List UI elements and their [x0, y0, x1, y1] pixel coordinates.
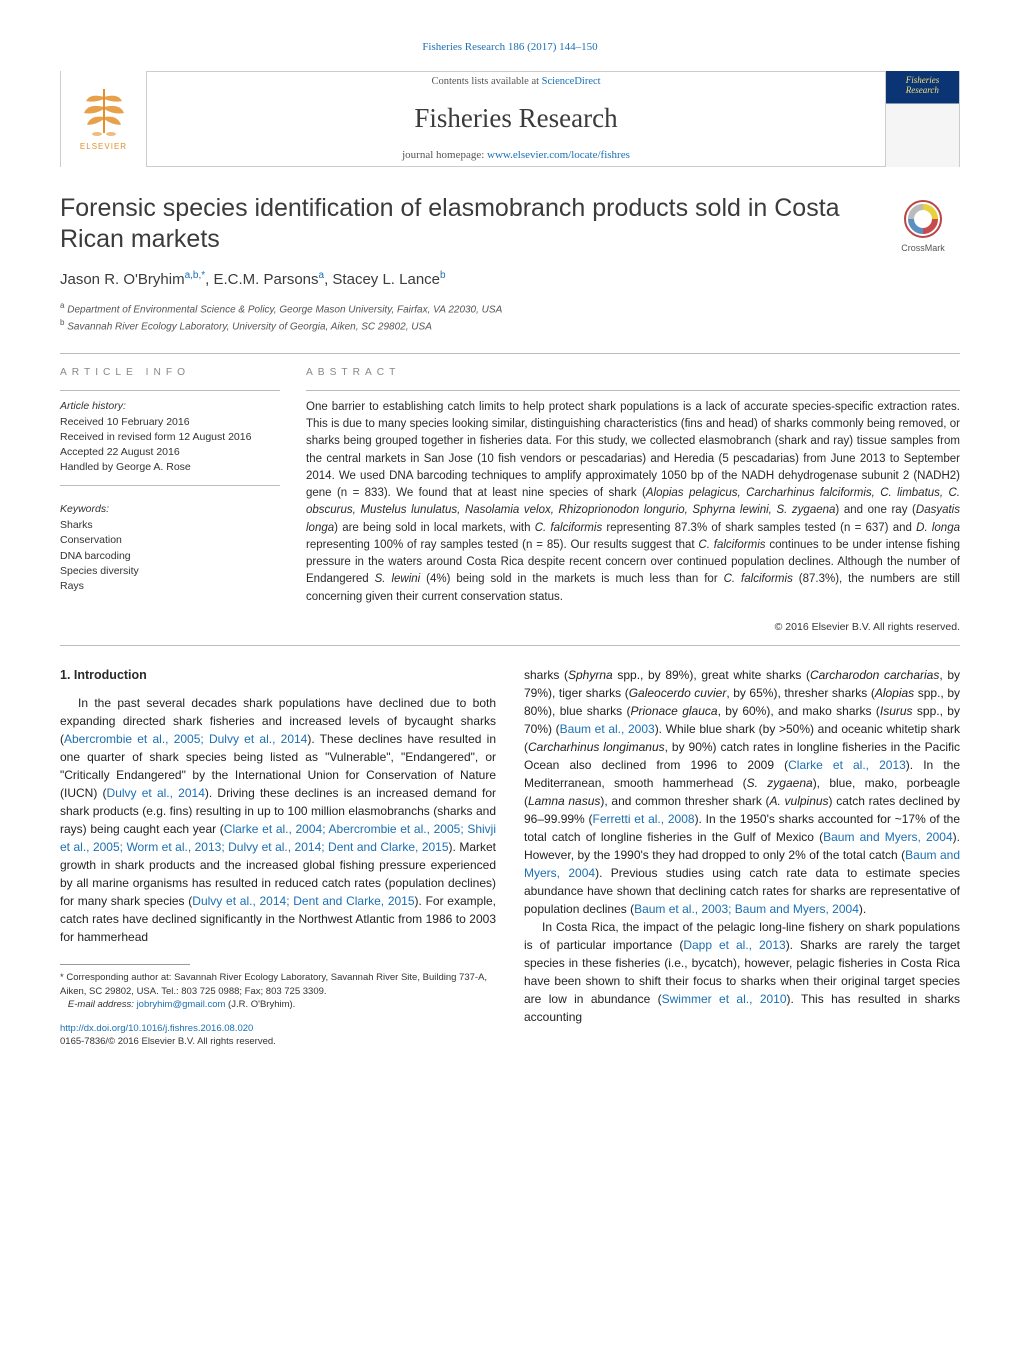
section-1-heading: 1. Introduction	[60, 666, 496, 685]
journal-homepage-line: journal homepage: www.elsevier.com/locat…	[402, 148, 630, 163]
abstract-bottom-rule	[60, 645, 960, 646]
elsevier-tree-icon	[82, 87, 126, 137]
intro-para-1: In the past several decades shark popula…	[60, 694, 496, 946]
keywords-list: Sharks Conservation DNA barcoding Specie…	[60, 518, 280, 594]
citation-link[interactable]: Dapp et al., 2013	[683, 938, 785, 952]
doi-link[interactable]: http://dx.doi.org/10.1016/j.fishres.2016…	[60, 1023, 253, 1034]
abstract-rule	[306, 390, 960, 391]
author-1: Jason R. O'Bryhim	[60, 271, 185, 288]
cover-title: Fisheries Research	[901, 76, 945, 95]
sciencedirect-link[interactable]: ScienceDirect	[542, 76, 601, 87]
journal-name: Fisheries Research	[414, 100, 617, 138]
body-column-right: sharks (Sphyrna spp., by 89%), great whi…	[524, 666, 960, 1049]
info-rule	[60, 390, 280, 391]
keyword: DNA barcoding	[60, 549, 280, 564]
citation-link[interactable]: Baum et al., 2003	[560, 722, 655, 736]
footnote-separator	[60, 964, 190, 965]
journal-cover-thumb: Fisheries Research	[885, 71, 959, 167]
author-2: , E.C.M. Parsons	[205, 271, 318, 288]
banner-center: Contents lists available at ScienceDirec…	[147, 75, 885, 163]
abstract-copyright: © 2016 Elsevier B.V. All rights reserved…	[306, 620, 960, 635]
history-received: Received 10 February 2016	[60, 415, 280, 430]
keyword: Species diversity	[60, 564, 280, 579]
contents-text: Contents lists available at	[431, 76, 541, 87]
article-title: Forensic species identification of elasm…	[60, 193, 872, 254]
citation-link[interactable]: Clarke et al., 2013	[788, 758, 906, 772]
abstract-text: One barrier to establishing catch limits…	[306, 399, 960, 606]
body-columns: 1. Introduction In the past several deca…	[60, 666, 960, 1049]
history-lines: Received 10 February 2016 Received in re…	[60, 415, 280, 476]
citation-link[interactable]: Baum and Myers, 2004	[823, 830, 953, 844]
elsevier-wordmark: ELSEVIER	[80, 141, 127, 152]
crossmark-icon	[903, 199, 943, 239]
journal-banner: ELSEVIER Contents lists available at Sci…	[60, 71, 960, 167]
history-label: Article history:	[60, 399, 280, 414]
citation-link[interactable]: Ferretti et al., 2008	[593, 812, 695, 826]
elsevier-logo: ELSEVIER	[61, 71, 147, 167]
info-rule-2	[60, 485, 280, 486]
author-3-marks: b	[440, 270, 446, 281]
keyword: Rays	[60, 579, 280, 594]
author-3: , Stacey L. Lance	[324, 271, 440, 288]
authors-line: Jason R. O'Bryhima,b,*, E.C.M. Parsonsa,…	[60, 269, 960, 290]
rights-line: 0165-7836/© 2016 Elsevier B.V. All right…	[60, 1036, 276, 1047]
keyword: Sharks	[60, 518, 280, 533]
crossmark-badge[interactable]: CrossMark	[886, 199, 960, 255]
history-handled: Handled by George A. Rose	[60, 460, 280, 475]
aff-a: Department of Environmental Science & Po…	[64, 304, 502, 315]
abstract-heading: ABSTRACT	[306, 366, 960, 380]
citation-link[interactable]: Dulvy et al., 2014	[107, 786, 205, 800]
email-label: E-mail address:	[68, 999, 137, 1010]
header-citation: Fisheries Research 186 (2017) 144–150	[60, 40, 960, 55]
intro-para-2: In Costa Rica, the impact of the pelagic…	[524, 918, 960, 1026]
history-revised: Received in revised form 12 August 2016	[60, 430, 280, 445]
keyword: Conservation	[60, 533, 280, 548]
citation-link[interactable]: Swimmer et al., 2010	[662, 992, 787, 1006]
citation-link[interactable]: Baum et al., 2003; Baum and Myers, 2004	[634, 902, 859, 916]
affiliations: a Department of Environmental Science & …	[60, 300, 960, 335]
keywords-label: Keywords:	[60, 502, 280, 517]
intro-para-1-cont: sharks (Sphyrna spp., by 89%), great whi…	[524, 666, 960, 918]
corresponding-author-footnote: * Corresponding author at: Savannah Rive…	[60, 971, 496, 1011]
body-column-left: 1. Introduction In the past several deca…	[60, 666, 496, 1049]
homepage-label: journal homepage:	[402, 149, 487, 161]
citation-link[interactable]: Dulvy et al., 2014; Dent and Clarke, 201…	[192, 894, 414, 908]
article-info-heading: ARTICLE INFO	[60, 366, 280, 380]
author-1-marks: a,b,*	[185, 270, 206, 281]
article-info-column: ARTICLE INFO Article history: Received 1…	[60, 366, 280, 635]
crossmark-label: CrossMark	[901, 242, 945, 255]
contents-available-line: Contents lists available at ScienceDirec…	[431, 75, 600, 90]
aff-b: Savannah River Ecology Laboratory, Unive…	[64, 322, 431, 333]
top-rule	[60, 353, 960, 354]
doi-block: http://dx.doi.org/10.1016/j.fishres.2016…	[60, 1023, 496, 1049]
abstract-column: ABSTRACT One barrier to establishing cat…	[306, 366, 960, 635]
journal-homepage-link[interactable]: www.elsevier.com/locate/fishres	[487, 149, 630, 161]
history-accepted: Accepted 22 August 2016	[60, 445, 280, 460]
citation-link[interactable]: Abercrombie et al., 2005; Dulvy et al., …	[64, 732, 307, 746]
email-link[interactable]: jobryhim@gmail.com	[137, 999, 226, 1010]
